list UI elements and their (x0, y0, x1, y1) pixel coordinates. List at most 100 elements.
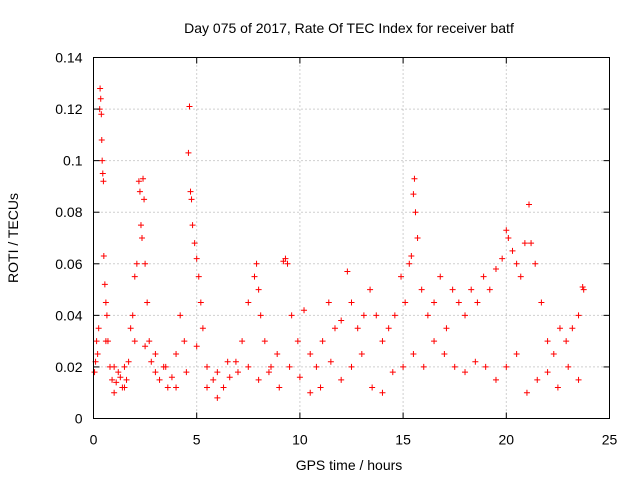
data-point (101, 281, 108, 288)
data-point (135, 178, 142, 185)
data-point (565, 363, 572, 370)
data-point (232, 358, 239, 365)
data-points (91, 85, 587, 401)
data-point (91, 369, 98, 376)
plot-frame (93, 57, 610, 419)
data-point (109, 376, 116, 383)
data-point (129, 312, 136, 319)
data-point (482, 363, 489, 370)
data-point (234, 369, 241, 376)
data-point (391, 312, 398, 319)
data-point (513, 260, 520, 267)
data-point (94, 351, 101, 358)
data-point (131, 338, 138, 345)
data-point (294, 338, 301, 345)
y-tick-label: 0.1 (63, 153, 83, 169)
data-point (408, 253, 415, 260)
data-point (575, 312, 582, 319)
data-point (140, 175, 147, 182)
data-point (253, 260, 260, 267)
data-point (210, 376, 217, 383)
data-point (544, 369, 551, 376)
data-point (97, 95, 104, 102)
y-tick-label: 0.02 (55, 359, 82, 375)
x-tick-label: 25 (602, 432, 618, 448)
data-point (344, 268, 351, 275)
data-point (367, 286, 374, 293)
data-point (389, 369, 396, 376)
data-point (556, 325, 563, 332)
data-point (301, 307, 308, 314)
data-point (204, 384, 211, 391)
data-point (173, 384, 180, 391)
data-point (296, 374, 303, 381)
data-point (348, 299, 355, 306)
data-point (410, 351, 417, 358)
data-point (245, 299, 252, 306)
data-point (580, 286, 587, 293)
data-point (251, 273, 258, 280)
data-point (139, 235, 146, 241)
data-point (418, 286, 425, 293)
y-axis-label: ROTI / TECUs (5, 193, 21, 283)
data-point (528, 240, 535, 247)
data-point (99, 170, 106, 177)
data-point (400, 363, 407, 370)
data-point (327, 358, 334, 365)
data-point (239, 338, 246, 345)
data-point (538, 299, 545, 306)
data-point (563, 338, 570, 345)
data-point (550, 351, 557, 358)
data-point (331, 325, 338, 332)
data-point (449, 286, 456, 293)
data-point (358, 351, 365, 358)
data-point (521, 240, 528, 247)
data-point (575, 376, 582, 383)
data-point (462, 312, 469, 319)
data-point (385, 325, 392, 332)
data-point (499, 255, 506, 262)
data-point (98, 111, 105, 118)
data-point (480, 273, 487, 280)
data-point (338, 317, 345, 324)
x-tick-label: 15 (395, 432, 411, 448)
data-point (307, 351, 314, 358)
data-point (431, 299, 438, 306)
data-point (554, 384, 561, 391)
data-point (97, 85, 104, 92)
data-point (141, 196, 148, 203)
data-point (99, 157, 106, 164)
data-point (268, 363, 275, 370)
data-point (137, 222, 144, 229)
data-point (193, 255, 200, 262)
data-point (486, 286, 493, 293)
data-point (255, 376, 262, 383)
data-point (505, 235, 512, 241)
data-point (360, 312, 367, 319)
data-point (162, 363, 169, 370)
data-point (204, 363, 211, 370)
data-point (492, 376, 499, 383)
data-point (317, 384, 324, 391)
data-point (117, 374, 124, 381)
data-point (226, 374, 233, 381)
data-point (189, 222, 196, 229)
data-point (156, 376, 163, 383)
data-point (492, 265, 499, 272)
x-axis-label: GPS time / hours (296, 457, 403, 473)
data-point (185, 149, 192, 156)
data-point (379, 389, 386, 396)
data-point (168, 374, 175, 381)
data-point (526, 201, 533, 208)
y-tick-label: 0.14 (55, 50, 82, 66)
data-point (414, 235, 421, 241)
data-point (261, 338, 268, 345)
data-point (544, 338, 551, 345)
data-point (95, 325, 102, 332)
data-point (443, 325, 450, 332)
data-point (181, 338, 188, 345)
data-point (177, 312, 184, 319)
data-point (123, 376, 130, 383)
y-tick-label: 0 (75, 411, 83, 427)
data-point (191, 240, 198, 247)
